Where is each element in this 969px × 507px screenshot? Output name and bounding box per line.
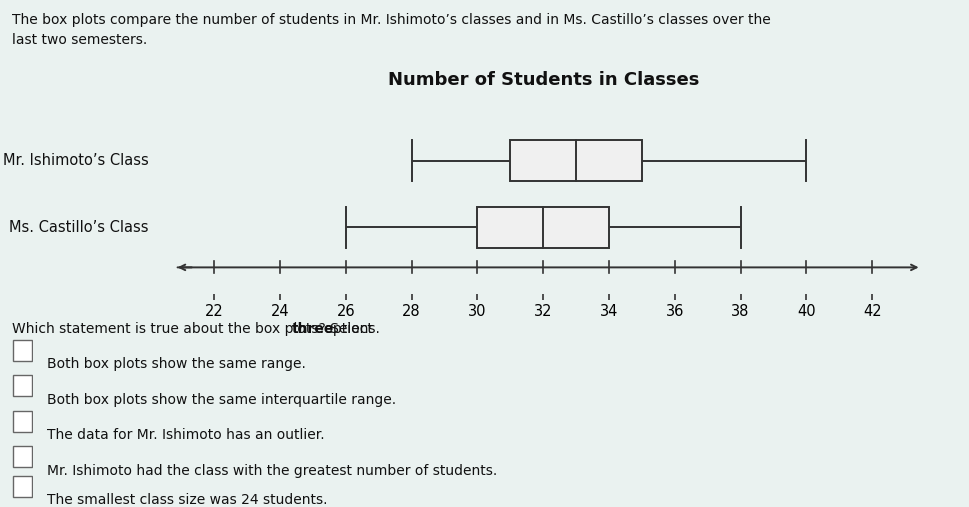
Title: Number of Students in Classes: Number of Students in Classes <box>387 71 699 89</box>
Text: options.: options. <box>320 322 379 336</box>
Bar <box>13 375 32 396</box>
Text: Mr. Ishimoto’s Class: Mr. Ishimoto’s Class <box>3 153 148 168</box>
Text: last two semesters.: last two semesters. <box>12 33 146 47</box>
Bar <box>477 207 609 248</box>
Bar <box>13 340 32 361</box>
Text: Mr. Ishimoto had the class with the greatest number of students.: Mr. Ishimoto had the class with the grea… <box>47 464 496 478</box>
Bar <box>13 411 32 432</box>
Text: The box plots compare the number of students in Mr. Ishimoto’s classes and in Ms: The box plots compare the number of stud… <box>12 13 769 27</box>
Text: three: three <box>292 322 333 336</box>
Text: The smallest class size was 24 students.: The smallest class size was 24 students. <box>47 493 327 507</box>
Text: Ms. Castillo’s Class: Ms. Castillo’s Class <box>9 220 148 235</box>
Bar <box>13 446 32 467</box>
Text: Both box plots show the same range.: Both box plots show the same range. <box>47 357 305 372</box>
Text: Which statement is true about the box plots? Select: Which statement is true about the box pl… <box>12 322 377 336</box>
Text: The data for Mr. Ishimoto has an outlier.: The data for Mr. Ishimoto has an outlier… <box>47 428 324 443</box>
Text: Both box plots show the same interquartile range.: Both box plots show the same interquarti… <box>47 393 395 407</box>
Bar <box>510 140 641 182</box>
Bar <box>13 476 32 497</box>
